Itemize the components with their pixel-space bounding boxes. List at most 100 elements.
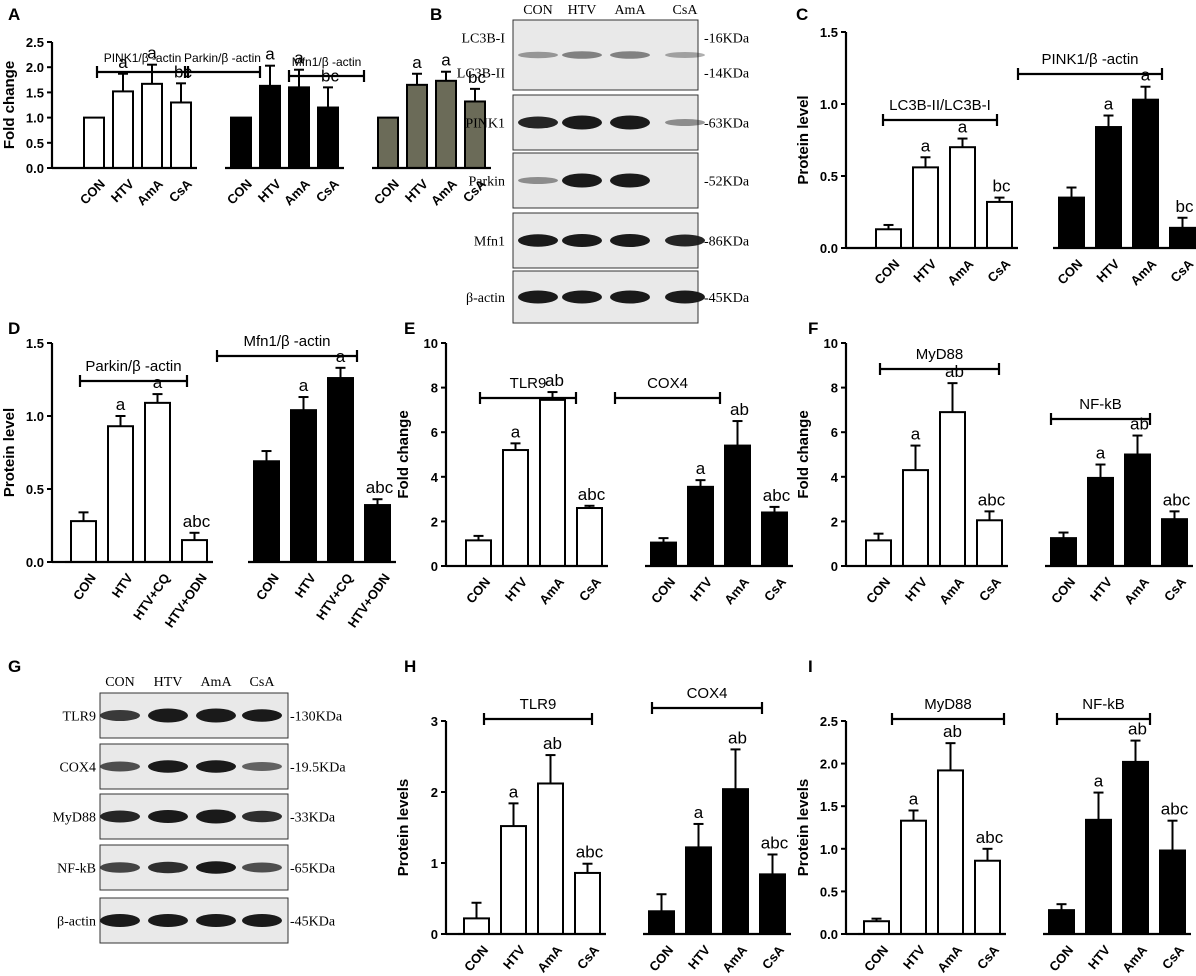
- category-label: HTV: [109, 570, 136, 600]
- chart-panel-E: E 0 2 4 6 8 10 Fold change CON a HTV ab AmA abc CsA CON…: [395, 319, 793, 607]
- bar: [259, 84, 281, 169]
- bar: [112, 90, 134, 169]
- protein-label: TLR9: [63, 710, 96, 725]
- protein-band: [665, 234, 705, 247]
- category-label: CsA: [761, 574, 790, 604]
- protein-band: [148, 760, 188, 773]
- bar: [1122, 760, 1149, 935]
- protein-label: Parkin: [468, 175, 505, 190]
- significance-label: ab: [730, 400, 749, 419]
- kda-label: -45KDa: [290, 915, 336, 930]
- y-tick-label: 10: [824, 336, 838, 351]
- significance-label: a: [153, 373, 163, 392]
- significance-label: a: [511, 422, 521, 441]
- bar: [463, 917, 490, 936]
- protein-label: β-actin: [57, 915, 96, 930]
- significance-label: abc: [978, 490, 1006, 509]
- bar: [502, 449, 529, 568]
- y-tick-label: 2.5: [26, 35, 44, 50]
- category-label: CsA: [974, 942, 1003, 972]
- protein-band: [196, 861, 236, 874]
- bar: [539, 398, 566, 567]
- bar: [976, 519, 1003, 567]
- y-tick-label: 0: [431, 559, 438, 574]
- group-name: Mfn1/β -actin: [292, 55, 362, 69]
- bar: [986, 200, 1013, 249]
- y-tick-label: 1.5: [820, 25, 838, 40]
- category-label: HTV: [502, 574, 530, 604]
- significance-label: abc: [183, 512, 211, 531]
- significance-label: ab: [545, 371, 564, 390]
- panel-letter: E: [404, 319, 415, 338]
- y-axis-label: Fold change: [395, 410, 412, 498]
- significance-label: ab: [1128, 720, 1147, 739]
- significance-label: a: [921, 136, 931, 155]
- bar: [939, 411, 966, 567]
- panel-letter: D: [8, 319, 20, 338]
- bar: [1161, 518, 1188, 567]
- category-label: CON: [646, 942, 676, 974]
- bar: [574, 871, 601, 936]
- category-label: CON: [70, 571, 99, 603]
- bar: [290, 409, 317, 563]
- y-axis-label: Protein level: [795, 95, 812, 184]
- kda-label: -65KDa: [290, 862, 336, 877]
- panel-letter: A: [8, 5, 20, 24]
- group-name: MyD88: [924, 696, 972, 713]
- bar: [949, 146, 976, 249]
- y-tick-label: 0.0: [26, 555, 44, 570]
- category-label: CsA: [984, 256, 1013, 285]
- category-label: AmA: [1119, 942, 1150, 975]
- category-label: CsA: [166, 176, 195, 205]
- y-axis-label: Protein levels: [795, 779, 812, 877]
- category-label: CON: [1046, 942, 1076, 974]
- significance-label: bc: [1176, 197, 1194, 216]
- bar: [1095, 126, 1122, 249]
- group-name: MyD88: [916, 346, 964, 363]
- bar: [650, 541, 677, 568]
- bar: [761, 511, 788, 567]
- category-label: HTV: [1087, 574, 1115, 604]
- category-label: AmA: [134, 176, 166, 208]
- bar: [1058, 196, 1085, 250]
- bar: [1048, 909, 1075, 935]
- category-label: HTV: [902, 574, 930, 604]
- protein-label: LC3B-II: [457, 67, 506, 82]
- y-tick-label: 2: [831, 514, 838, 529]
- category-label: AmA: [536, 574, 567, 607]
- panel-letter: G: [8, 657, 21, 676]
- y-tick-label: 0.0: [26, 161, 44, 176]
- bar: [181, 539, 208, 563]
- kda-label: -33KDa: [290, 811, 336, 826]
- bar: [1085, 818, 1112, 935]
- y-tick-label: 0.5: [26, 136, 44, 151]
- kda-label: -63KDa: [704, 117, 750, 132]
- bar: [317, 106, 339, 169]
- significance-label: a: [1104, 95, 1114, 114]
- category-label: CON: [871, 256, 902, 287]
- significance-label: ab: [945, 362, 964, 381]
- protein-label: LC3B-I: [461, 32, 505, 47]
- bar: [875, 228, 902, 249]
- panel-letter: B: [430, 5, 442, 24]
- category-label: AmA: [936, 574, 967, 607]
- category-label: CON: [1054, 256, 1085, 287]
- protein-band: [610, 51, 650, 59]
- y-tick-label: 2.0: [26, 60, 44, 75]
- category-label: HTV: [685, 942, 713, 972]
- protein-band: [100, 810, 140, 823]
- y-tick-label: 1.0: [26, 111, 44, 126]
- bar: [724, 444, 751, 567]
- bar: [759, 873, 786, 935]
- category-label: CsA: [976, 574, 1005, 604]
- category-label: CON: [224, 176, 255, 207]
- significance-label: a: [299, 376, 309, 395]
- category-label: CsA: [759, 942, 788, 972]
- bar: [435, 79, 457, 169]
- y-tick-label: 0.5: [26, 482, 44, 497]
- bar: [1087, 476, 1114, 568]
- protein-label: PINK1: [465, 117, 505, 132]
- protein-band: [518, 290, 558, 304]
